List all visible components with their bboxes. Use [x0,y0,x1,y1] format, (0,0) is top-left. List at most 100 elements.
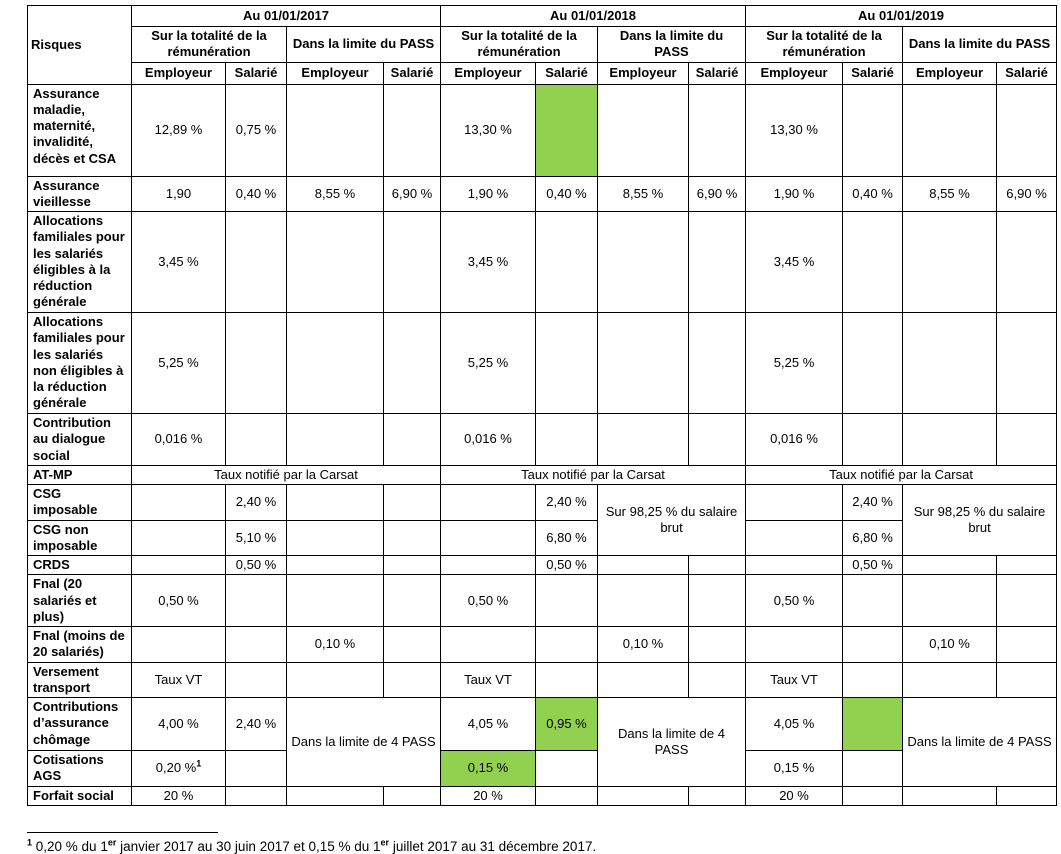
empty-cell [440,626,537,663]
rate-cell: 0,016 % [131,413,226,466]
rate-cell: 20 % [745,785,844,806]
footnote-superscript: er [380,837,390,848]
rate-cell: 8,55 % [902,175,998,212]
rate-cell: 0,40 % [225,175,287,212]
empty-cell [597,661,690,698]
empty-cell [597,413,690,466]
rate-cell: 0,016 % [745,413,844,466]
empty-cell [688,413,747,466]
empty-cell [286,211,384,313]
rate-cell: 20 % [131,785,226,806]
footnote-segment: juillet 2017 au 31 décembre 2017. [389,838,597,854]
footnote: 1 0,20 % du 1er janvier 2017 au 30 juin … [27,831,1057,854]
empty-cell [996,785,1058,806]
rate-cell: 12,89 % [131,83,226,177]
rate-cell: 6,80 % [842,519,904,556]
party-header-salarie: Salarié [382,61,442,85]
rate-cell: 3,45 % [745,211,844,313]
empty-cell [842,83,904,177]
scope-header-totalite: Sur la totalité de la rémunération [440,26,599,63]
rate-cell: 0,10 % [597,626,690,663]
rate-cell: 8,55 % [286,175,384,212]
highlighted-cell [535,83,599,177]
empty-cell [842,626,904,663]
empty-cell [902,312,998,414]
empty-cell [842,574,904,627]
rate-cell: 2,40 % [225,697,287,751]
empty-cell [902,83,998,177]
rate-cell: 6,90 % [382,175,442,212]
rate-cell: 5,10 % [225,519,287,556]
empty-cell [597,574,690,627]
empty-cell [597,83,690,177]
party-header-employeur: Employeur [131,61,226,85]
row-label: Forfait social [27,785,132,806]
empty-cell [842,750,904,787]
table-row: Cotisations AGS 0,20 %1 0,15 % 0,15 % [27,750,1057,787]
empty-cell [382,574,442,627]
empty-cell [688,211,747,313]
empty-cell [688,661,747,698]
table-row: AT-MP Taux notifié par la Carsat Taux noti… [27,464,1058,486]
empty-cell [225,211,287,313]
rate-cell: 0,50 % [131,574,226,627]
empty-cell [535,312,599,414]
scope-header-totalite: Sur la totalité de la rémunération [745,26,904,63]
empty-cell [996,661,1058,698]
rate-cell: 0,15 % [745,750,844,787]
empty-cell [597,785,690,806]
scope-header-pass: Dans la limite du PASS [597,26,747,63]
scope-header-totalite: Sur la totalité de la rémunération [131,26,287,63]
rate-cell: 5,25 % [745,312,844,414]
party-header-employeur: Employeur [597,61,690,85]
empty-cell [996,83,1058,177]
row-label: AT-MP [27,464,132,486]
row-label: CSG imposable [27,484,132,521]
empty-cell [382,785,442,806]
empty-cell [597,312,690,414]
footnote-segment: 0,20 % du 1 [32,838,108,854]
table-row: CRDS 0,50 % 0,50 % 0,50 % [27,554,1058,576]
row-label: Allocations familiales pour les salariés… [27,312,132,414]
note-cell: Dans la limite de 4 PASS [285,697,442,787]
empty-cell [286,519,384,556]
party-header-salarie: Salarié [225,61,287,85]
rate-cell: 1,90 [131,175,226,212]
empty-cell [286,413,384,466]
empty-cell [842,211,904,313]
empty-cell [382,211,442,313]
empty-cell [286,785,384,806]
empty-cell [286,312,384,414]
rate-cell: Taux notifié par la Carsat [440,464,747,486]
empty-cell [286,83,384,177]
empty-cell [842,785,904,806]
empty-cell [996,626,1058,663]
empty-cell [902,661,998,698]
rate-cell: 0,40 % [842,175,904,212]
table-row: Contribution au dialogue social 0,016 % 0,… [27,413,1058,466]
rate-cell: Taux VT [131,661,226,698]
year-header: Au 01/01/2019 [745,5,1058,27]
empty-cell [688,83,747,177]
empty-cell [902,574,998,627]
rate-cell: 6,90 % [688,175,747,212]
rate-cell: 0,50 % [225,554,287,576]
rate-cell: 20 % [440,785,537,806]
rate-cell: 3,45 % [440,211,537,313]
empty-cell [440,554,537,576]
rate-cell: 0,20 %1 [131,750,226,787]
empty-cell [535,413,599,466]
empty-cell [382,484,442,521]
rate-cell: Taux notifié par la Carsat [130,464,442,486]
table-row: Assurance maladie, maternité, invalidité… [27,83,1058,177]
empty-cell [382,554,442,576]
empty-cell [225,750,287,787]
rate-cell: 0,10 % [286,626,384,663]
rate-cell: 4,00 % [131,697,226,751]
empty-cell [688,554,747,576]
row-label: Allocations familiales pour les salariés… [27,211,132,313]
row-label: Fnal (20 salariés et plus) [27,574,132,627]
rate-cell: Taux notifié par la Carsat [745,464,1058,486]
row-label: Versement transport [27,661,132,698]
rate-cell: 2,40 % [225,484,287,521]
